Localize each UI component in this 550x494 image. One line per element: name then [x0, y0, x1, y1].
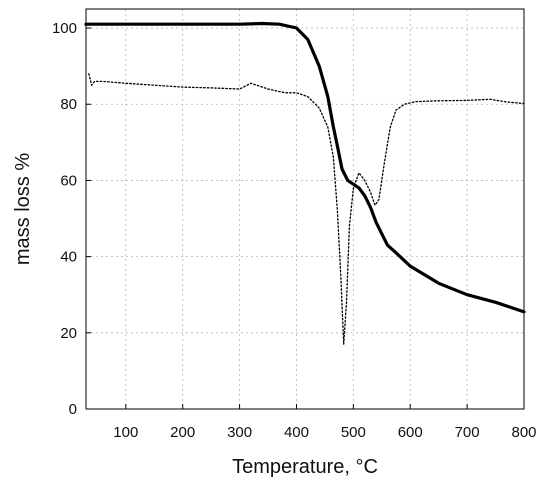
x-tick-label: 100	[113, 424, 138, 441]
x-tick-label: 200	[170, 424, 195, 441]
y-tick-label: 0	[69, 401, 77, 418]
series-layer	[84, 21, 526, 345]
y-tick-label: 80	[60, 96, 77, 113]
x-axis-title: Temperature, °C	[232, 456, 378, 478]
x-tick-label: 700	[455, 424, 480, 441]
x-tick-label: 800	[511, 424, 536, 441]
y-tick-label: 100	[52, 20, 77, 37]
x-tick-label: 300	[227, 424, 252, 441]
tick-layer: 100 200 300 400 500 600 700 800 0 20 40 60 80 100	[52, 20, 537, 441]
plot-frame	[85, 8, 525, 410]
x-tick-label: 600	[398, 424, 423, 441]
x-tick-label: 500	[341, 424, 366, 441]
y-tick-label: 40	[60, 249, 77, 266]
series-line-solid	[84, 21, 526, 314]
y-tick-label: 60	[60, 172, 77, 189]
y-axis-title: mass loss %	[12, 153, 34, 265]
grid-lines	[86, 9, 524, 409]
y-tick-label: 20	[60, 325, 77, 342]
series-line-dotted	[88, 73, 525, 345]
x-tick-label: 400	[284, 424, 309, 441]
